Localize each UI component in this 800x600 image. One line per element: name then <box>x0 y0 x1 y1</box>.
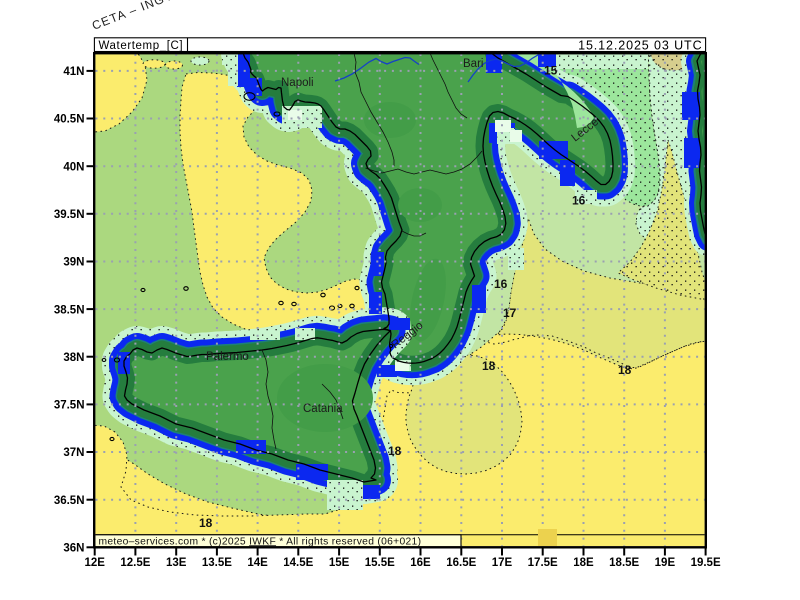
svg-text:39N: 39N <box>63 257 84 269</box>
svg-text:41N: 41N <box>63 66 84 78</box>
svg-text:18E: 18E <box>573 557 594 569</box>
svg-text:Catania: Catania <box>303 403 343 415</box>
svg-text:15.12.2025 03 UTC: 15.12.2025 03 UTC <box>578 39 702 53</box>
svg-text:15: 15 <box>544 64 558 78</box>
svg-text:40.5N: 40.5N <box>54 114 85 126</box>
svg-text:36.5N: 36.5N <box>54 495 85 507</box>
svg-text:12E: 12E <box>84 557 105 569</box>
svg-text:19E: 19E <box>655 557 676 569</box>
svg-text:meteo–services.com * (c)2025 I: meteo–services.com * (c)2025 IWKF * All … <box>99 536 422 547</box>
svg-text:40N: 40N <box>63 161 84 173</box>
svg-text:38N: 38N <box>63 352 84 364</box>
svg-text:19.5E: 19.5E <box>691 557 721 569</box>
svg-text:Watertemp_[C]: Watertemp_[C] <box>99 40 184 52</box>
svg-text:Bari: Bari <box>463 58 483 70</box>
svg-text:16: 16 <box>494 277 508 291</box>
svg-text:16: 16 <box>572 194 586 208</box>
svg-text:15E: 15E <box>329 557 350 569</box>
svg-text:14E: 14E <box>247 557 268 569</box>
svg-text:18: 18 <box>482 359 496 373</box>
svg-text:18: 18 <box>388 444 402 458</box>
svg-text:13E: 13E <box>166 557 187 569</box>
svg-text:13.5E: 13.5E <box>202 557 232 569</box>
svg-text:Napoli: Napoli <box>281 77 314 89</box>
svg-text:Palermo: Palermo <box>206 351 249 363</box>
svg-text:17: 17 <box>503 306 517 320</box>
svg-text:18: 18 <box>199 516 213 530</box>
svg-text:18.5E: 18.5E <box>609 557 639 569</box>
svg-text:16.5E: 16.5E <box>446 557 476 569</box>
svg-text:38.5N: 38.5N <box>54 304 85 316</box>
svg-text:17.5E: 17.5E <box>528 557 558 569</box>
svg-text:15.5E: 15.5E <box>365 557 395 569</box>
svg-text:37.5N: 37.5N <box>54 400 85 412</box>
svg-text:14.5E: 14.5E <box>283 557 313 569</box>
svg-text:36N: 36N <box>63 543 84 555</box>
svg-text:37N: 37N <box>63 447 84 459</box>
svg-text:12.5E: 12.5E <box>120 557 150 569</box>
svg-text:17E: 17E <box>492 557 513 569</box>
svg-text:16E: 16E <box>410 557 431 569</box>
svg-text:18: 18 <box>618 363 632 377</box>
svg-text:39.5N: 39.5N <box>54 209 85 221</box>
